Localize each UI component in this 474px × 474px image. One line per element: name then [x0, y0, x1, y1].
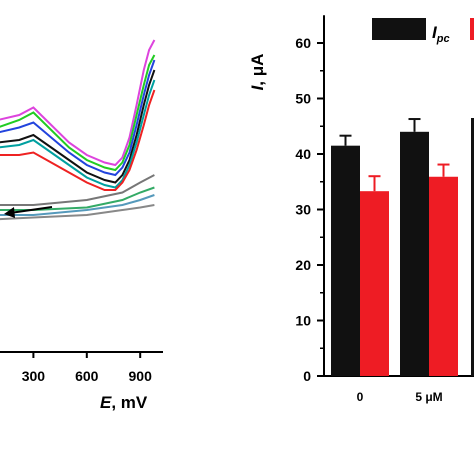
scan-arrow-shaft	[9, 206, 53, 214]
left-x-tick-label-0: 300	[22, 368, 46, 384]
y-axis-unit: , μA	[248, 54, 267, 86]
cv-curve-4	[0, 69, 156, 184]
left-x-axis-title: E, mV	[100, 393, 148, 412]
bar-y-tick-label-6: 60	[295, 35, 311, 51]
bar-category-label-1: 5 μM	[415, 390, 442, 404]
bar-y-tick-label-2: 20	[295, 257, 311, 273]
cv-curve-9	[0, 194, 155, 216]
legend-swatch-red	[470, 18, 474, 40]
cv-curve-1	[0, 39, 156, 167]
cv-curve-2	[0, 54, 156, 172]
y-axis-symbol: I	[248, 84, 267, 90]
left-x-tick-label-1: 600	[75, 368, 99, 384]
bar-y-tick-label-0: 0	[303, 368, 311, 384]
bar-y-tick-label-5: 50	[295, 91, 311, 107]
voltammogram-panel: 300 600 900 E, mV	[0, 39, 163, 412]
bar-y-axis: 0 10 20 30 40 50 60	[295, 15, 474, 384]
bar-y-tick-label-3: 30	[295, 202, 311, 218]
bars	[331, 118, 458, 376]
bar-y-tick-label-1: 10	[295, 313, 311, 329]
cv-curve-7	[0, 174, 155, 206]
bar-1-0	[400, 131, 429, 376]
clipped-third-bar	[471, 118, 474, 376]
x-axis-unit: , mV	[111, 393, 148, 412]
cv-curve-5	[0, 79, 156, 189]
cv-curve-6	[0, 89, 156, 191]
cv-curves	[0, 39, 156, 221]
bar-category-label-0: 0	[357, 390, 364, 404]
legend-swatch-black	[372, 18, 426, 40]
x-axis-symbol: E	[100, 393, 112, 412]
scan-direction-arrow	[4, 206, 53, 218]
legend: Ipc	[372, 18, 474, 45]
bar-x-tick-labels: 0 5 μM	[357, 390, 443, 404]
cv-curve-3	[0, 59, 156, 177]
bar-0-1	[360, 191, 389, 376]
bar-y-tick-label-4: 40	[295, 146, 311, 162]
left-x-ticks: 300 600 900	[22, 352, 152, 384]
cv-curve-10	[0, 204, 155, 221]
legend-symbol: I	[432, 23, 438, 42]
legend-label-ipc: Ipc	[432, 23, 450, 45]
cv-curve-8	[0, 186, 155, 211]
bar-0-0	[331, 145, 360, 376]
left-x-tick-label-2: 900	[129, 368, 153, 384]
legend-subscript: pc	[436, 33, 450, 45]
bar-1-1	[429, 176, 458, 376]
scan-arrow-head	[4, 207, 15, 218]
right-y-axis-title: I, μA	[248, 54, 267, 91]
